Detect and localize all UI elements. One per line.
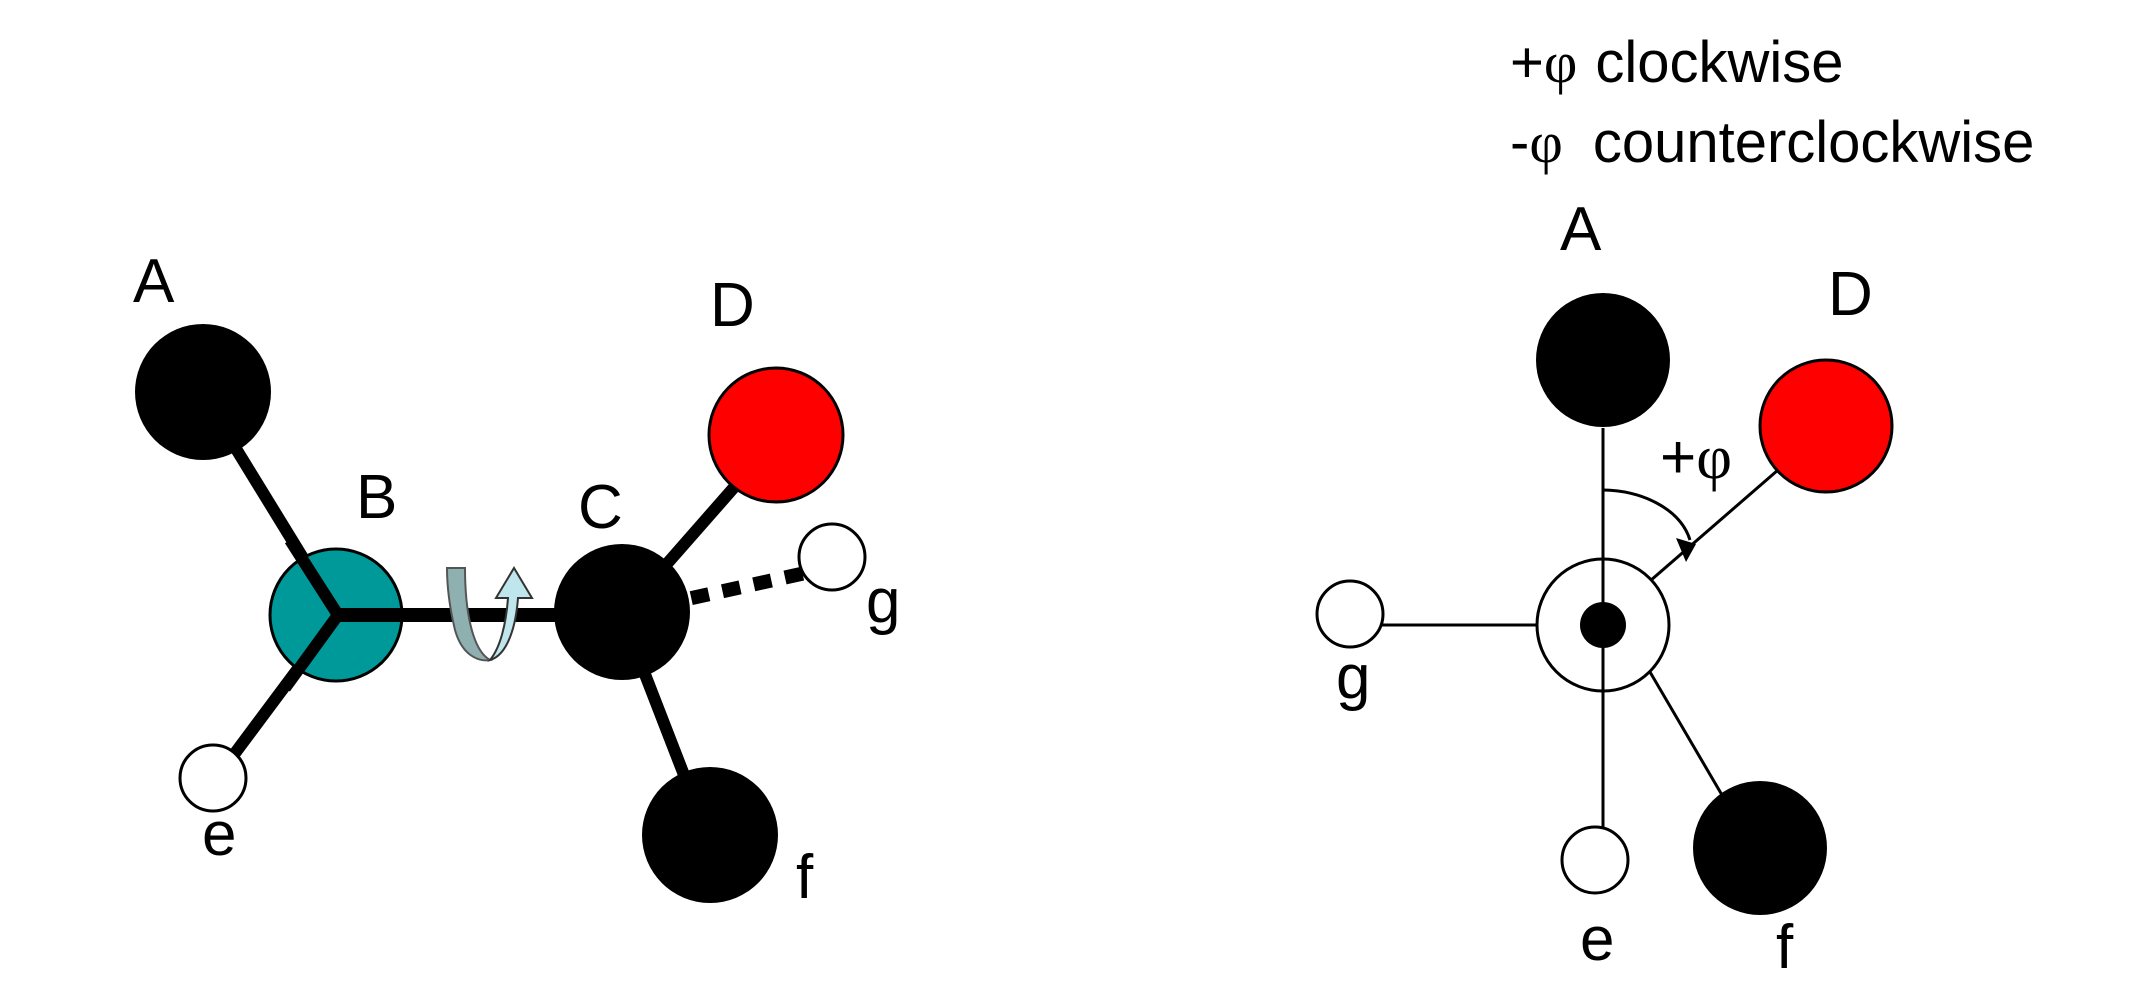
rotation-legend: +φ clockwise -φ counterclockwise [1510,30,2034,175]
bond-b-e-overlay [280,611,343,692]
atom-a [135,324,271,460]
label-e: e [202,800,236,869]
newman-atom-e [1560,825,1630,895]
newman-label-d: D [1828,260,1873,329]
angle-sign: + [1660,423,1696,492]
label-c: C [578,473,623,542]
newman-label-g: g [1336,643,1370,712]
dihedral-angle-arc [1602,488,1696,562]
newman-atom-g [1315,579,1385,649]
atom-f [642,767,778,903]
newman-bond-f [1648,671,1724,796]
bond-c-g-dashed [658,565,812,612]
atom-c [554,544,690,680]
legend-phi-symbol-2: φ [1529,110,1562,175]
label-a: A [133,247,175,316]
legend-line-counterclockwise: -φ counterclockwise [1510,110,2034,175]
legend-plus-sign: + [1510,30,1544,95]
bond-a-b-overlay [284,536,344,619]
atom-d [707,366,845,504]
atom-e [178,743,248,813]
newman-label-f: f [1776,913,1794,982]
legend-line-clockwise: +φ clockwise [1510,30,1844,95]
angle-phi-symbol: φ [1696,424,1732,492]
label-d: D [710,271,755,340]
label-g: g [866,567,900,636]
newman-projection: A D g e f +φ [1315,195,1894,982]
curved-rotation-arrow-icon [445,566,534,662]
newman-angle-label: +φ [1660,423,1732,492]
legend-phi-symbol-1: φ [1544,30,1577,95]
legend-minus-sign: - [1510,110,1529,175]
angle-arrowhead-icon [1676,538,1696,562]
label-b: B [356,463,397,532]
newman-label-a: A [1560,195,1602,264]
newman-atom-a [1536,293,1670,427]
newman-label-e: e [1580,905,1614,974]
newman-atom-d [1758,358,1894,494]
legend-counterclockwise-text: counterclockwise [1593,110,2035,175]
newman-bond-d [1649,468,1779,583]
label-f: f [796,843,814,912]
ball-and-stick-model: A B C D e f g [133,247,900,912]
atom-g [797,522,867,592]
newman-front-carbon [1580,602,1626,648]
newman-atom-f [1693,781,1827,915]
legend-clockwise-text: clockwise [1595,30,1843,95]
